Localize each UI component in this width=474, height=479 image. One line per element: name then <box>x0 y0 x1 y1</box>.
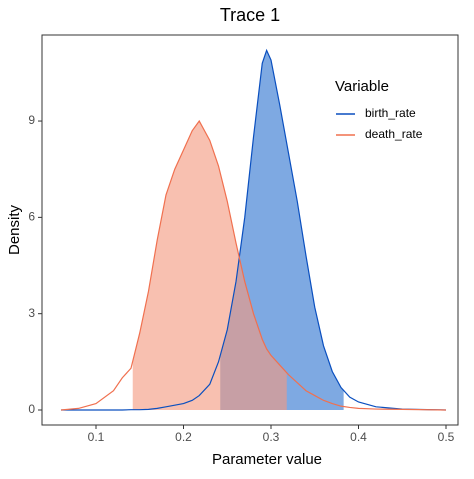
x-tick-label: 0.2 <box>175 430 192 444</box>
y-axis-label: Density <box>6 204 23 255</box>
density-line <box>60 119 447 411</box>
legend-label: birth_rate <box>365 106 416 120</box>
x-tick-label: 0.1 <box>88 430 105 444</box>
y-tick-label: 0 <box>28 402 35 416</box>
chart-title: Trace 1 <box>220 5 280 25</box>
x-tick-label: 0.5 <box>438 430 455 444</box>
x-tick-label: 0.3 <box>263 430 280 444</box>
density-line <box>60 48 447 411</box>
density-area <box>132 121 287 411</box>
y-tick-label: 9 <box>28 113 35 127</box>
x-tick-label: 0.4 <box>350 430 367 444</box>
y-tick-label: 3 <box>28 306 35 320</box>
legend-label: death_rate <box>365 127 423 141</box>
panel-border <box>41 34 459 426</box>
legend-title: Variable <box>335 78 389 95</box>
y-tick-label: 6 <box>28 210 35 224</box>
x-axis-label: Parameter value <box>212 451 322 468</box>
